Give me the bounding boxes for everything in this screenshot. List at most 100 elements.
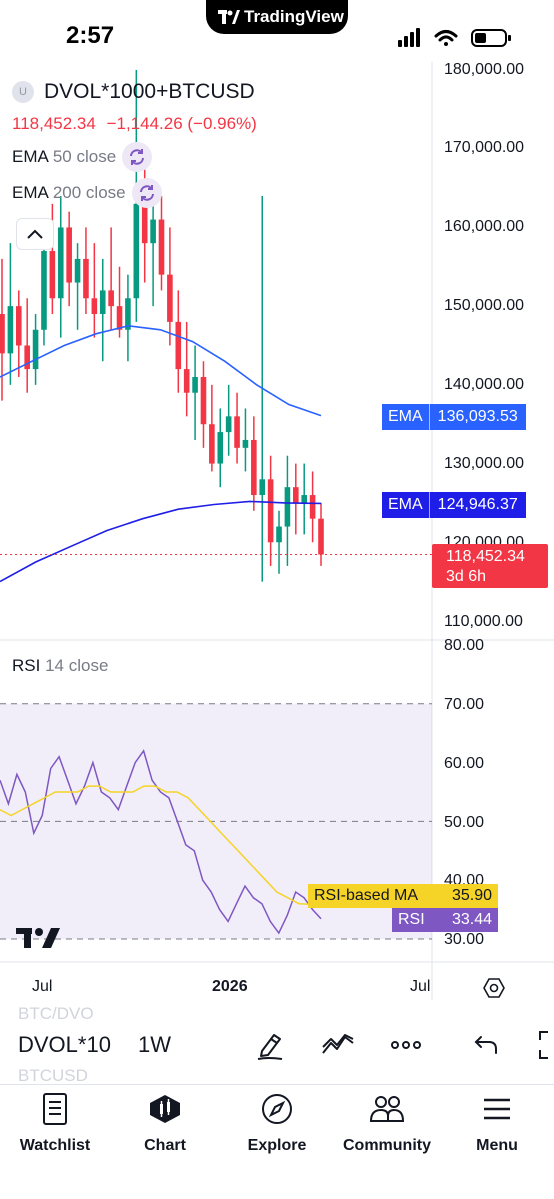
indicator-params: 50 close <box>52 147 117 166</box>
more-options-button[interactable] <box>388 1028 424 1062</box>
candle-body <box>7 306 14 354</box>
battery-icon <box>471 29 511 47</box>
candle-body <box>234 416 240 448</box>
candle-body <box>259 479 266 496</box>
symbol-logo-icon: U <box>12 81 34 103</box>
candle-body <box>167 274 173 322</box>
indicator-ema200[interactable]: EMA 200 close <box>12 178 162 208</box>
symbol-name: DVOL*1000+BTCUSD <box>44 80 255 103</box>
last-price-tag: 118,452.34 3d 6h <box>432 544 548 588</box>
ema50-line <box>0 324 322 417</box>
time-axis-label: 2026 <box>212 978 248 995</box>
rsi-axis-label: 80.00 <box>444 637 485 654</box>
tag-label: EMA <box>382 404 430 430</box>
indicators-button[interactable] <box>320 1028 356 1062</box>
indicator-ema50[interactable]: EMA 50 close <box>12 142 153 172</box>
candle-body <box>141 203 148 244</box>
indicators-icon <box>322 1034 354 1054</box>
rsi-axis-label: 30.00 <box>444 931 485 948</box>
nav-explore[interactable]: Explore <box>222 1091 332 1155</box>
nav-chart[interactable]: Chart <box>110 1091 220 1155</box>
candle-body <box>83 258 89 299</box>
candle-body <box>32 329 39 370</box>
bottom-navigation: Watchlist Chart Explore Community Menu <box>0 1084 554 1199</box>
status-time: 2:57 <box>66 22 115 49</box>
watchlist-icon <box>43 1093 67 1125</box>
drawing-tools-button[interactable] <box>252 1028 288 1062</box>
time-axis-label: Jul <box>410 978 431 995</box>
candle-body <box>217 432 224 464</box>
nav-label: Explore <box>247 1137 307 1154</box>
price-axis-label: 150,000.00 <box>444 297 525 314</box>
bar-countdown: 3d 6h <box>446 568 487 585</box>
last-price: 118,452.34 <box>12 114 96 133</box>
community-icon <box>369 1096 405 1122</box>
price-axis-label: 180,000.00 <box>444 61 525 78</box>
candle-body <box>183 369 190 393</box>
pen-icon <box>257 1034 283 1060</box>
candle-body <box>242 439 249 448</box>
time-axis-label: Jul <box>32 978 53 995</box>
price-axis-label: 110,000.00 <box>444 613 523 630</box>
tag-label: EMA <box>382 492 430 518</box>
toolbar-ghost-text: BTCUSD <box>18 1066 88 1085</box>
status-icons <box>398 28 511 47</box>
tag-label: RSI-based MA <box>314 887 419 904</box>
rsi-axis-label: 50.00 <box>444 814 485 831</box>
rsi-value-tag: RSI 33.44 <box>392 908 498 932</box>
candle-body <box>192 376 198 393</box>
candle-body <box>15 306 22 346</box>
menu-icon <box>484 1098 510 1120</box>
nav-watchlist[interactable]: Watchlist <box>0 1091 110 1155</box>
ema50-price-tag: EMA 136,093.53 <box>382 404 526 430</box>
nav-menu[interactable]: Menu <box>442 1091 552 1155</box>
wifi-icon <box>434 30 458 46</box>
status-bar: 2:57 TradingView <box>0 0 554 70</box>
ema200-line <box>0 500 322 583</box>
refresh-icon[interactable] <box>122 142 153 172</box>
candle-body <box>41 251 47 330</box>
candle-body <box>267 479 274 543</box>
price-chart[interactable] <box>0 62 554 1002</box>
candle-body <box>150 219 156 244</box>
toolbar-ghost-text: BTC/DVO <box>18 1004 94 1023</box>
fullscreen-icon <box>539 1031 548 1059</box>
tradingview-pill: TradingView <box>206 0 348 34</box>
compass-icon <box>262 1094 292 1124</box>
candle-body <box>91 298 98 315</box>
candle-body <box>175 321 182 370</box>
rsi-legend[interactable]: RSI 14 close <box>12 656 108 676</box>
interval-button[interactable]: 1W <box>138 1032 171 1057</box>
fullscreen-button[interactable] <box>526 1028 554 1062</box>
rsi-ma-tag: RSI-based MA 35.90 <box>308 884 498 908</box>
indicator-name: EMA <box>12 183 49 202</box>
candle-body <box>209 424 215 464</box>
ema200-price-tag: EMA 124,946.37 <box>382 492 526 518</box>
symbol-legend[interactable]: U DVOL*1000+BTCUSD <box>12 80 255 104</box>
tag-value: 136,093.53 <box>437 408 518 425</box>
tag-value: 33.44 <box>451 911 492 928</box>
tradingview-brand: TradingView <box>244 7 344 26</box>
candle-body <box>57 227 64 299</box>
chart-settings-icon[interactable] <box>482 976 506 1000</box>
nav-community[interactable]: Community <box>332 1091 442 1155</box>
last-price-value: 118,452.34 <box>446 548 525 565</box>
tag-label: RSI <box>398 911 425 928</box>
candle-body <box>74 258 81 283</box>
candle-body <box>276 526 282 543</box>
candle-body <box>24 345 30 370</box>
candle-body <box>108 290 114 307</box>
chevron-up-icon <box>27 229 43 239</box>
undo-button[interactable] <box>468 1028 504 1062</box>
collapse-legend-button[interactable] <box>16 218 54 250</box>
refresh-icon[interactable] <box>131 178 162 208</box>
candle-body <box>293 487 299 503</box>
signal-icon <box>398 28 420 47</box>
indicator-params: 200 close <box>52 183 126 202</box>
symbol-search-button[interactable]: DVOL*10 <box>18 1032 111 1057</box>
tradingview-watermark-icon <box>16 928 60 948</box>
candle-body <box>251 439 257 496</box>
rsi-name: RSI <box>12 656 41 675</box>
candle-body <box>284 487 291 527</box>
rsi-ma-line <box>0 785 311 906</box>
